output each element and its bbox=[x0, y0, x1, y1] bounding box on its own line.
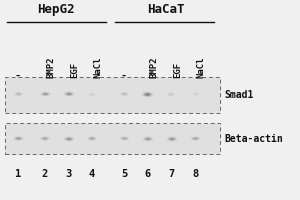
Text: -: - bbox=[15, 71, 21, 81]
Text: 7: 7 bbox=[168, 169, 175, 179]
Text: -: - bbox=[121, 71, 127, 81]
Bar bbox=[5, 77, 220, 113]
Text: 4: 4 bbox=[89, 169, 95, 179]
Text: BMP2: BMP2 bbox=[46, 56, 55, 78]
Text: 2: 2 bbox=[41, 169, 48, 179]
Text: NaCl: NaCl bbox=[196, 56, 206, 78]
Text: 8: 8 bbox=[192, 169, 198, 179]
Text: 1: 1 bbox=[15, 169, 21, 179]
Text: HepG2: HepG2 bbox=[37, 3, 74, 16]
Bar bbox=[5, 123, 220, 154]
Text: Beta-actin: Beta-actin bbox=[225, 134, 284, 144]
Text: BMP2: BMP2 bbox=[149, 56, 158, 78]
Text: 6: 6 bbox=[145, 169, 151, 179]
Text: Smad1: Smad1 bbox=[225, 90, 254, 100]
Text: HaCaT: HaCaT bbox=[147, 3, 184, 16]
Text: EGF: EGF bbox=[173, 61, 182, 78]
Text: EGF: EGF bbox=[70, 61, 79, 78]
Text: NaCl: NaCl bbox=[94, 56, 103, 78]
Text: 5: 5 bbox=[121, 169, 127, 179]
Text: 3: 3 bbox=[65, 169, 71, 179]
